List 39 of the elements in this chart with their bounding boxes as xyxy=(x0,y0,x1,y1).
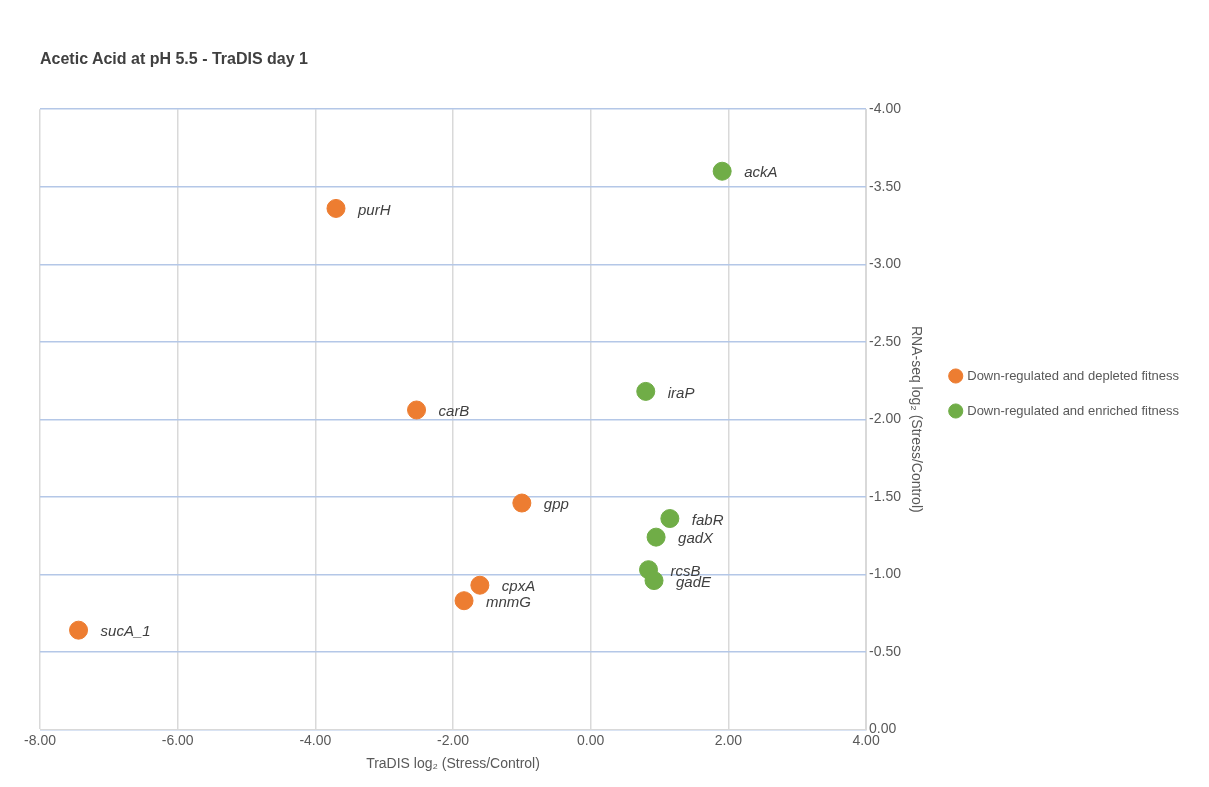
y-tick-label: -4.00 xyxy=(869,100,902,117)
x-tick-label: 2.00 xyxy=(714,731,743,748)
y-tick-label: -3.00 xyxy=(869,255,902,272)
x-tick-label: -4.00 xyxy=(299,731,332,748)
annotation: purH xyxy=(357,200,391,218)
legend-label: Down-regulated and depleted fitness xyxy=(967,367,1180,383)
annotation: carB xyxy=(438,402,470,420)
annotation: cpxA xyxy=(501,577,536,595)
x-tick-label: -8.00 xyxy=(24,731,57,748)
annotation: ackA xyxy=(744,163,778,181)
point xyxy=(644,571,664,591)
point xyxy=(407,400,427,420)
x-tick-label: -6.00 xyxy=(161,731,194,748)
chart-title: Acetic Acid at pH 5.5 - TraDIS day 1 xyxy=(40,50,309,68)
y-tick-label: -0.50 xyxy=(869,642,902,659)
y-tick-label: -2.00 xyxy=(869,410,902,427)
y-tick-label: -3.50 xyxy=(869,177,902,194)
annotation: gpp xyxy=(543,495,569,513)
x-tick-label: -2.00 xyxy=(437,731,470,748)
point xyxy=(512,493,532,513)
y-tick-label: -1.00 xyxy=(869,565,902,582)
point xyxy=(69,620,89,640)
y-tick-label: -1.50 xyxy=(869,487,902,504)
x-axis-title: TraDIS log₂ (Stress/Control) xyxy=(366,755,540,772)
point xyxy=(470,575,490,595)
point xyxy=(660,509,680,529)
point xyxy=(712,161,732,181)
annotation: gadX xyxy=(678,529,715,547)
annotation: sucA_1 xyxy=(100,622,151,640)
annotation: fabR xyxy=(691,510,724,528)
y-axis-title: RNA-seq log₂ (Stress/Control) xyxy=(909,325,926,513)
point xyxy=(646,527,666,547)
legend-label: Down-regulated and enriched fitness xyxy=(967,402,1180,418)
point xyxy=(454,591,474,611)
point xyxy=(636,381,656,401)
annotation: iraP xyxy=(667,383,695,401)
y-tick-label: -2.50 xyxy=(869,332,902,349)
point xyxy=(326,198,346,218)
x-tick-label: 0.00 xyxy=(577,731,605,748)
